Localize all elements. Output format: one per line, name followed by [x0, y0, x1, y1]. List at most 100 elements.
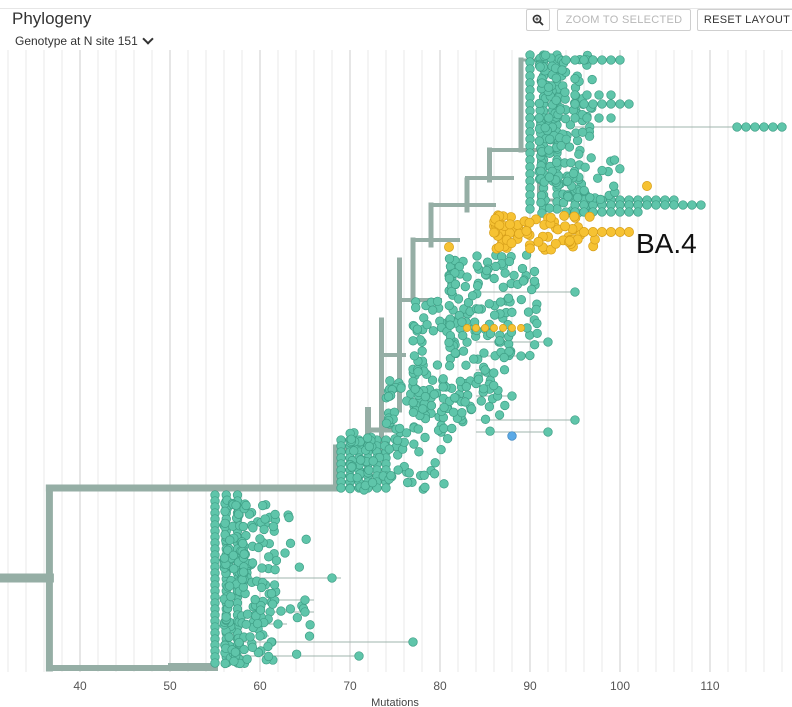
tip-node [543, 82, 554, 92]
tip-node [491, 261, 501, 272]
tip-node [478, 384, 489, 394]
x-tick-label: 70 [343, 679, 357, 693]
tip-node [570, 74, 580, 84]
tip-node [352, 473, 362, 483]
tip-node [544, 172, 555, 182]
tip-node [489, 227, 499, 238]
tip-node [560, 114, 571, 124]
tip-node [499, 324, 507, 332]
tip-node [485, 426, 495, 436]
tip-node [584, 211, 595, 222]
tip-node [221, 612, 231, 622]
tip-node [448, 407, 459, 417]
tip-node [580, 162, 590, 172]
zoom-to-selected-button[interactable]: ZOOM TO SELECTED [557, 9, 691, 31]
tip-node [467, 404, 477, 414]
zoom-button[interactable] [526, 9, 550, 31]
tip-node [444, 273, 455, 284]
tip-node [615, 227, 625, 237]
color-by-selector[interactable]: Genotype at N site 151 [15, 33, 154, 48]
tip-node [228, 550, 238, 561]
tip-node [429, 389, 439, 400]
tip-node [550, 238, 561, 249]
magnifier-icon [532, 14, 544, 26]
x-tick-label: 80 [433, 679, 447, 693]
tip-node [534, 136, 544, 146]
tip-node [564, 235, 575, 246]
tip-node [606, 113, 616, 123]
tip-node [462, 272, 472, 282]
tip-node [327, 573, 337, 583]
tip-node [482, 265, 492, 276]
tip-node [595, 194, 606, 205]
tip-node [247, 558, 258, 568]
tip-node [588, 227, 598, 237]
tip-node [489, 368, 499, 378]
tip-node [606, 55, 616, 65]
tip-node [556, 141, 566, 151]
tip-node [624, 207, 634, 217]
tip-node [597, 165, 607, 176]
tip-node [300, 595, 310, 605]
tip-node [509, 270, 519, 281]
tip-node [472, 251, 482, 261]
tip-node [453, 294, 464, 304]
tip-node [606, 207, 616, 217]
tip-node [569, 211, 580, 222]
tip-node [518, 276, 529, 286]
tip-node [411, 302, 421, 313]
tip-node [505, 219, 515, 230]
tip-node [544, 145, 554, 155]
tip-node [479, 348, 489, 358]
tip-node [476, 396, 486, 406]
tip-node [494, 410, 505, 420]
tip-node [568, 168, 579, 179]
tip-node [535, 62, 545, 72]
tip-node [414, 447, 424, 457]
tip-node [393, 465, 403, 475]
tip-node [489, 380, 499, 391]
tip-node [480, 365, 490, 375]
tip-node [444, 361, 455, 371]
tip-node [238, 567, 249, 577]
top-mask [0, 0, 792, 8]
tip-node [273, 619, 283, 629]
clade-label-ba4: BA.4 [636, 228, 697, 259]
tip-node [570, 99, 580, 109]
tip-node [345, 484, 355, 494]
tip-node [238, 538, 248, 549]
tip-node [349, 446, 359, 456]
tip-node [450, 348, 460, 358]
tip-node [257, 563, 267, 573]
tip-node [258, 500, 268, 511]
tip-node [543, 337, 553, 347]
tip-node [588, 99, 598, 109]
tip-node [532, 328, 542, 339]
tip-node [472, 281, 483, 291]
tip-node [226, 591, 236, 602]
tip-node [238, 521, 248, 532]
tip-node [525, 204, 535, 214]
tip-node [494, 242, 505, 253]
tip-node [396, 383, 406, 393]
tip-node [413, 424, 423, 434]
tip-node [551, 73, 561, 83]
reset-layout-button[interactable]: RESET LAYOUT [697, 9, 792, 31]
tip-node [532, 318, 542, 329]
tip-node [473, 374, 484, 384]
tip-node [347, 462, 357, 472]
tip-node [523, 307, 534, 317]
tip-node [385, 376, 395, 386]
tip-node [291, 649, 302, 659]
tip-node [543, 427, 553, 437]
tip-node [457, 408, 467, 418]
tip-node [231, 500, 241, 510]
tip-node [597, 99, 607, 109]
tip-node [419, 470, 429, 480]
tip-node [336, 483, 346, 493]
tip-node [450, 393, 460, 403]
tip-node [392, 435, 403, 446]
tip-node [570, 113, 580, 123]
tip-node [587, 74, 597, 85]
tip-node [557, 65, 567, 75]
